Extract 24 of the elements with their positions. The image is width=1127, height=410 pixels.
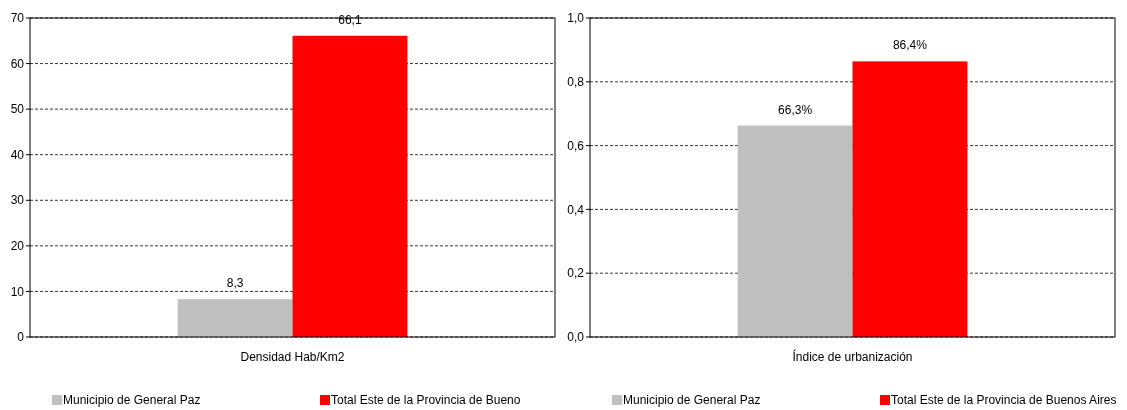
x-tick-label: Densidad Hab/Km2 (240, 350, 345, 364)
data-label: 66,1 (338, 12, 362, 27)
data-label: 86,4% (892, 38, 928, 53)
data-label: 66,3% (778, 102, 813, 117)
y-tick-label: 0,0 (567, 330, 585, 345)
legend-label: Municipio de General Paz (63, 393, 201, 407)
y-tick-label: 20 (10, 239, 25, 254)
data-label: 8,3 (226, 276, 244, 291)
y-tick-label: 60 (10, 56, 25, 71)
y-tick-label: 30 (10, 193, 25, 208)
x-tick-label: Índice de urbanización (792, 349, 913, 364)
y-tick-label: 40 (10, 147, 25, 162)
legend-label: Municipio de General Paz (623, 393, 761, 407)
y-tick-label: 0,8 (567, 75, 585, 89)
legend-label: Total Este de la Provincia de Bueno (331, 393, 521, 407)
y-tick-label: 0,2 (567, 266, 585, 281)
y-tick-label: 10 (10, 284, 25, 299)
y-tick-label: 50 (10, 102, 25, 117)
y-tick-label: 1,0 (567, 11, 585, 26)
y-tick-label: 0,6 (567, 138, 585, 153)
y-tick-label: 0 (17, 330, 25, 345)
legend-label: Total Este de la Provincia de Buenos Aires (891, 393, 1117, 407)
y-tick-label: 70 (10, 11, 25, 26)
y-tick-label: 0,4 (567, 202, 585, 217)
